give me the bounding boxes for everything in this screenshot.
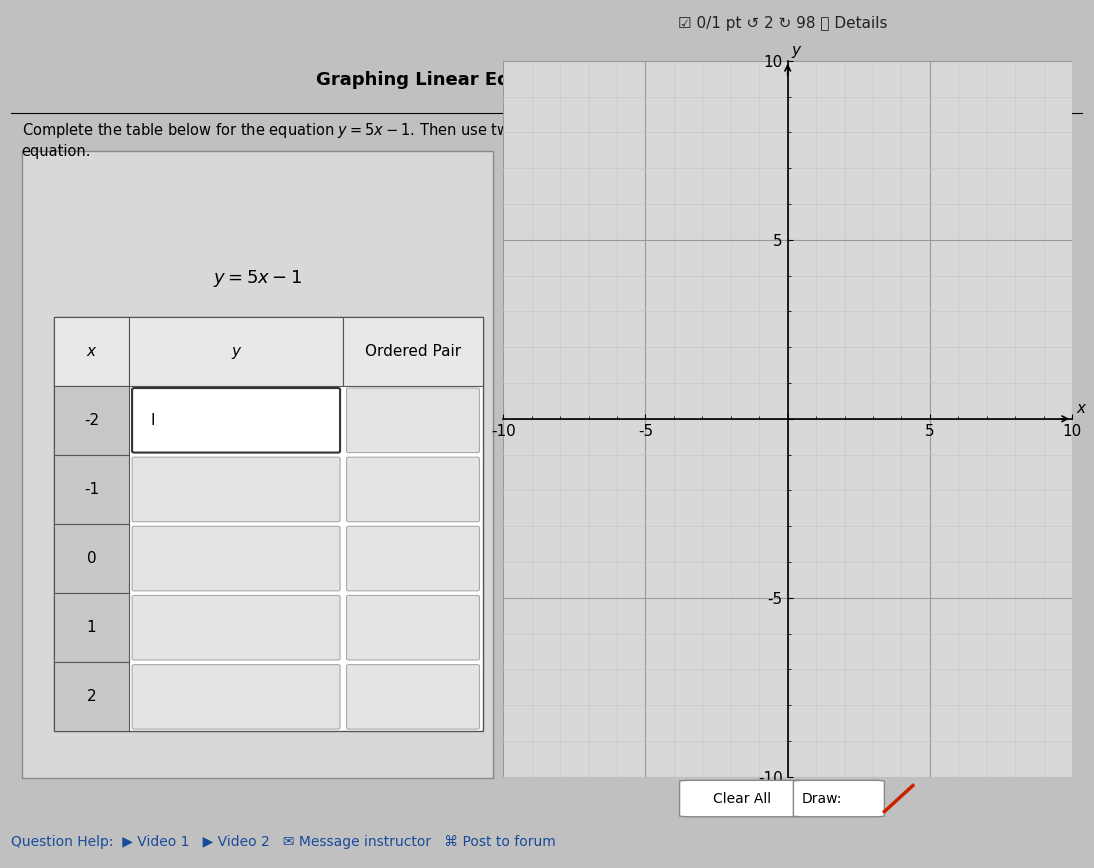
FancyBboxPatch shape xyxy=(679,780,805,817)
Text: x: x xyxy=(1076,400,1085,416)
Text: x: x xyxy=(86,344,96,358)
Bar xyxy=(54,385,129,455)
FancyBboxPatch shape xyxy=(347,526,479,591)
Bar xyxy=(54,662,129,732)
Text: I: I xyxy=(150,413,155,428)
Bar xyxy=(54,317,129,385)
Text: $y = 5x - 1$: $y = 5x - 1$ xyxy=(213,267,302,289)
Bar xyxy=(129,317,344,385)
Text: Draw:: Draw: xyxy=(802,792,842,806)
Text: Ordered Pair: Ordered Pair xyxy=(365,344,461,358)
FancyBboxPatch shape xyxy=(132,457,340,522)
Text: Question Help:  ▶ Video 1   ▶ Video 2   ✉ Message instructor   ⌘ Post to forum: Question Help: ▶ Video 1 ▶ Video 2 ✉ Mes… xyxy=(11,835,556,849)
FancyBboxPatch shape xyxy=(793,780,884,817)
Text: y: y xyxy=(232,344,241,358)
FancyBboxPatch shape xyxy=(132,526,340,591)
Text: equation.: equation. xyxy=(22,144,91,159)
FancyBboxPatch shape xyxy=(132,595,340,660)
Text: -1: -1 xyxy=(84,482,98,497)
Text: y: y xyxy=(792,43,801,57)
Bar xyxy=(54,593,129,662)
Text: 0: 0 xyxy=(86,551,96,566)
FancyBboxPatch shape xyxy=(132,665,340,729)
Text: ☑ 0/1 pt ↺ 2 ↻ 98 ⓘ Details: ☑ 0/1 pt ↺ 2 ↻ 98 ⓘ Details xyxy=(678,16,887,31)
Bar xyxy=(344,317,482,385)
Text: Complete the table below for the equation $y = 5x - 1$. Then use two of the orde: Complete the table below for the equatio… xyxy=(22,121,764,140)
Text: 2: 2 xyxy=(86,689,96,704)
FancyBboxPatch shape xyxy=(22,151,493,778)
Text: Clear All: Clear All xyxy=(713,792,771,806)
Bar xyxy=(54,317,482,732)
Text: 1: 1 xyxy=(86,621,96,635)
Text: -2: -2 xyxy=(84,413,98,428)
FancyBboxPatch shape xyxy=(347,457,479,522)
FancyBboxPatch shape xyxy=(132,388,340,452)
Bar xyxy=(54,524,129,593)
Bar xyxy=(54,455,129,524)
Text: Graphing Linear Equations by plotting points.: Graphing Linear Equations by plotting po… xyxy=(316,71,778,89)
FancyBboxPatch shape xyxy=(347,388,479,452)
FancyBboxPatch shape xyxy=(347,595,479,660)
FancyBboxPatch shape xyxy=(347,665,479,729)
